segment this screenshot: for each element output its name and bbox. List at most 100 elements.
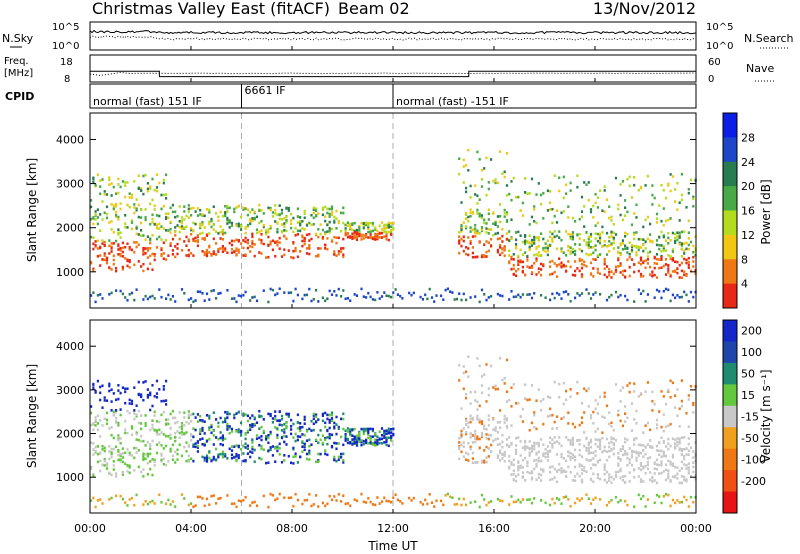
heatmap-cell xyxy=(628,471,631,474)
heatmap-cell xyxy=(385,294,388,297)
heatmap-cell xyxy=(624,214,627,217)
heatmap-cell xyxy=(644,424,647,427)
heatmap-cell xyxy=(619,459,622,462)
heatmap-cell xyxy=(135,413,138,416)
heatmap-cell xyxy=(528,471,531,475)
time-tick-label: 12:00 xyxy=(377,522,409,535)
heatmap-cell xyxy=(228,431,231,435)
heatmap-cell xyxy=(205,292,209,296)
heatmap-cell xyxy=(649,239,652,243)
heatmap-cell xyxy=(678,234,681,238)
heatmap-cell xyxy=(192,435,195,439)
heatmap-cell xyxy=(115,410,118,414)
heatmap-cell xyxy=(287,209,290,212)
heatmap-cell xyxy=(614,495,618,499)
heatmap-cell xyxy=(328,421,331,424)
heatmap-cell xyxy=(212,458,215,461)
heatmap-cell xyxy=(108,389,111,393)
heatmap-cell xyxy=(305,452,309,456)
heatmap-cell xyxy=(501,433,504,437)
heatmap-cell xyxy=(553,467,556,471)
y-tick-label: 1000 xyxy=(56,471,84,484)
heatmap-cell xyxy=(610,276,613,279)
heatmap-cell xyxy=(101,463,104,467)
heatmap-cell xyxy=(385,499,388,503)
heatmap-cell xyxy=(333,253,336,256)
heatmap-cell xyxy=(258,443,261,447)
heatmap-cell xyxy=(251,239,254,243)
heatmap-cell xyxy=(296,413,299,417)
heatmap-cell xyxy=(144,294,147,298)
heatmap-cell xyxy=(276,243,279,247)
heatmap-cell xyxy=(242,414,245,417)
heatmap-cell xyxy=(642,289,645,293)
heatmap-cell xyxy=(660,501,663,505)
heatmap-cell xyxy=(676,499,679,502)
heatmap-cell xyxy=(215,458,218,462)
heatmap-cell xyxy=(628,265,631,269)
heatmap-cell xyxy=(90,217,93,221)
heatmap-cell xyxy=(587,497,590,500)
heatmap-cell xyxy=(585,470,588,473)
heatmap-cell xyxy=(171,249,174,252)
heatmap-cell xyxy=(567,249,570,252)
heatmap-cell xyxy=(110,242,113,245)
heatmap-cell xyxy=(342,461,345,464)
heatmap-cell xyxy=(126,258,129,262)
heatmap-cell xyxy=(337,442,340,445)
velocity-heatmap xyxy=(90,320,697,513)
heatmap-cell xyxy=(246,223,249,227)
heatmap-cell xyxy=(683,270,686,273)
heatmap-cell xyxy=(180,454,184,458)
heatmap-cell xyxy=(571,237,574,241)
heatmap-cell xyxy=(115,416,118,420)
heatmap-cell xyxy=(119,460,122,463)
heatmap-cell xyxy=(642,465,645,469)
heatmap-cell xyxy=(642,494,645,498)
heatmap-cell xyxy=(126,299,129,302)
heatmap-cell xyxy=(308,493,311,496)
heatmap-cell xyxy=(330,445,334,448)
heatmap-cell xyxy=(246,452,249,455)
heatmap-cell xyxy=(505,194,509,197)
heatmap-cell xyxy=(567,438,570,442)
heatmap-cell xyxy=(387,221,390,225)
heatmap-cell xyxy=(169,412,172,416)
heatmap-cell xyxy=(217,292,220,295)
heatmap-cell xyxy=(465,431,468,434)
heatmap-cell xyxy=(230,449,234,452)
heatmap-cell xyxy=(583,225,586,228)
heatmap-cell xyxy=(317,228,320,231)
heatmap-cell xyxy=(515,436,518,440)
heatmap-cell xyxy=(274,417,277,421)
heatmap-cell xyxy=(167,216,170,220)
heatmap-cell xyxy=(110,426,113,429)
heatmap-cell xyxy=(283,434,286,438)
heatmap-cell xyxy=(546,249,549,253)
heatmap-cell xyxy=(399,500,402,503)
heatmap-cell xyxy=(462,441,465,444)
heatmap-cell xyxy=(280,230,284,234)
heatmap-cell xyxy=(555,440,559,443)
heatmap-cell xyxy=(610,436,613,439)
heatmap-cell xyxy=(274,208,277,212)
heatmap-cell xyxy=(390,431,393,434)
heatmap-cell xyxy=(212,228,215,231)
heatmap-cell xyxy=(592,293,595,296)
heatmap-cell xyxy=(587,452,590,455)
heatmap-cell xyxy=(383,435,386,438)
heatmap-cell xyxy=(692,411,695,414)
heatmap-cell xyxy=(490,434,493,437)
heatmap-cell xyxy=(601,244,604,248)
heatmap-cell xyxy=(146,461,149,465)
heatmap-cell xyxy=(144,500,147,503)
heatmap-cell xyxy=(221,434,224,437)
heatmap-cell xyxy=(335,236,338,239)
heatmap-cell xyxy=(567,216,570,219)
heatmap-cell xyxy=(180,249,184,252)
heatmap-cell xyxy=(296,421,299,424)
heatmap-cell xyxy=(158,493,161,497)
heatmap-cell xyxy=(469,208,472,211)
heatmap-cell xyxy=(549,414,552,417)
heatmap-cell xyxy=(639,497,643,501)
